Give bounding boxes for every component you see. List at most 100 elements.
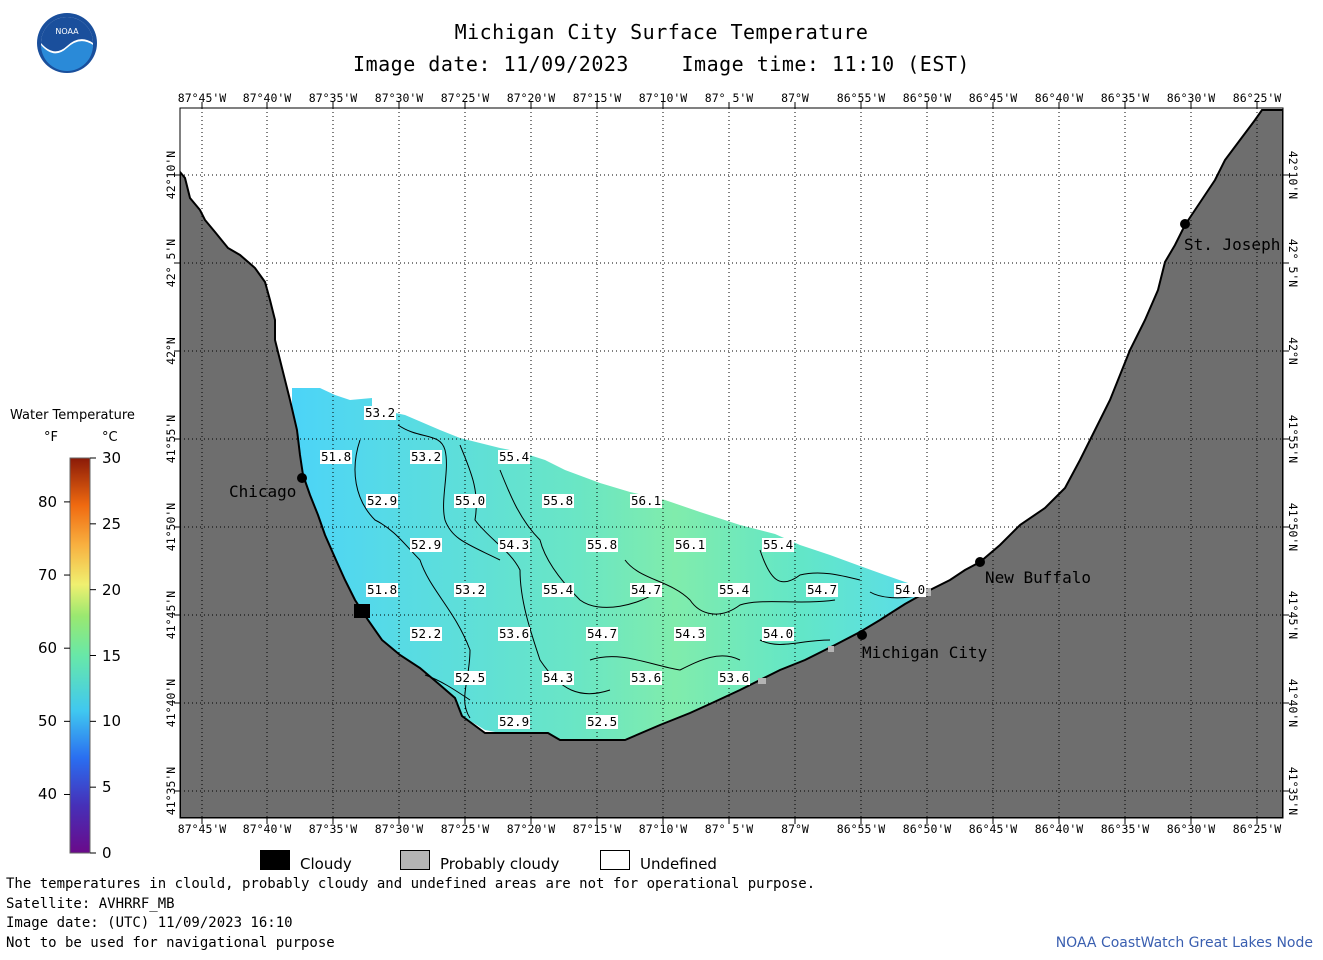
temperature-value-label: 53.6 xyxy=(630,670,663,685)
temperature-value-label: 55.8 xyxy=(586,537,619,552)
lon-label-top: 87°W xyxy=(781,91,809,105)
cloudy-swatch xyxy=(260,850,290,870)
temperature-value-label: 54.7 xyxy=(806,582,839,597)
legend-f-tick: 80 xyxy=(38,492,58,511)
temperature-value-label: 56.1 xyxy=(630,493,663,508)
temperature-value-label: 55.8 xyxy=(542,493,575,508)
map-border xyxy=(179,107,1284,819)
lon-label-bottom: 87°10'W xyxy=(638,822,688,836)
lon-label-bottom: 86°55'W xyxy=(836,822,886,836)
lon-label-top: 87°40'W xyxy=(242,91,292,105)
temperature-value-label: 56.1 xyxy=(674,537,707,552)
lon-label-top: 87°30'W xyxy=(374,91,424,105)
lat-label-left: 41°50'N xyxy=(164,502,178,552)
lon-label-top: 86°25'W xyxy=(1232,91,1282,105)
lat-label-right: 42° 5'N xyxy=(1286,238,1300,288)
axis-tick-marks xyxy=(174,102,1289,824)
lon-label-bottom: 87°W xyxy=(781,822,809,836)
lon-label-bottom: 86°30'W xyxy=(1166,822,1216,836)
legend-f-tick: 70 xyxy=(38,566,58,585)
temperature-value-label: 53.2 xyxy=(410,449,443,464)
lon-label-bottom: 86°35'W xyxy=(1100,822,1150,836)
temperature-value-label: 52.9 xyxy=(410,537,443,552)
temperature-value-label: 52.5 xyxy=(454,670,487,685)
lat-label-right: 41°45'N xyxy=(1286,590,1300,640)
satellite-text: Satellite: AVHRRF_MB xyxy=(6,896,175,912)
temperature-value-label: 55.4 xyxy=(762,537,795,552)
temperature-value-label: 54.0 xyxy=(894,582,927,597)
lat-label-left: 41°45'N xyxy=(164,590,178,640)
probably-cloudy-label: Probably cloudy xyxy=(440,855,560,873)
lon-label-top: 86°45'W xyxy=(968,91,1018,105)
temperature-value-label: 53.2 xyxy=(454,582,487,597)
temperature-value-label: 54.7 xyxy=(586,626,619,641)
lon-label-top: 87°10'W xyxy=(638,91,688,105)
temperature-value-label: 52.5 xyxy=(586,714,619,729)
temperature-value-label: 55.4 xyxy=(498,449,531,464)
lat-label-left: 41°55'N xyxy=(164,414,178,464)
legend-c-tick: 20 xyxy=(102,580,122,599)
legend-c-tick: 30 xyxy=(102,449,122,467)
legend-unit-c: °C xyxy=(102,430,118,445)
lat-label-right: 42°N xyxy=(1286,337,1300,365)
credit-text: NOAA CoastWatch Great Lakes Node xyxy=(1055,935,1313,951)
lon-label-top: 87°15'W xyxy=(572,91,622,105)
map-title: Michigan City Surface Temperature xyxy=(454,20,869,44)
lon-label-bottom: 86°25'W xyxy=(1232,822,1282,836)
noaa-logo-icon: NOAA xyxy=(37,13,97,73)
temperature-value-label: 51.8 xyxy=(366,582,399,597)
city-markers xyxy=(297,219,1190,640)
lon-label-top: 87°25'W xyxy=(440,91,490,105)
legend-c-tick: 10 xyxy=(102,712,122,731)
lon-label-bottom: 86°45'W xyxy=(968,822,1018,836)
disclaimer-text: The temperatures in clould, probably clo… xyxy=(6,876,816,892)
probably-cloudy-patch xyxy=(758,678,766,684)
lon-label-top: 86°50'W xyxy=(902,91,952,105)
lon-label-top: 86°40'W xyxy=(1034,91,1084,105)
legend-c-tick: 25 xyxy=(102,514,122,533)
land-west xyxy=(180,109,1283,818)
temperature-value-label: 54.7 xyxy=(630,582,663,597)
lat-label-right: 42°10'N xyxy=(1286,150,1300,200)
legend-c-tick: 0 xyxy=(102,844,112,862)
lat-label-left: 42°N xyxy=(164,337,178,365)
lat-label-right: 41°35'N xyxy=(1286,766,1300,816)
lon-label-bottom: 87°15'W xyxy=(572,822,622,836)
temperature-value-label: 53.2 xyxy=(364,405,397,420)
lon-label-bottom: 87°40'W xyxy=(242,822,292,836)
temperature-value-label: 52.9 xyxy=(366,493,399,508)
new-buffalo-marker xyxy=(975,557,985,567)
temperature-value-label: 54.3 xyxy=(674,626,707,641)
temperature-value-label: 51.8 xyxy=(320,449,353,464)
temperature-value-label: 55.4 xyxy=(542,582,575,597)
lat-label-left: 42°10'N xyxy=(164,150,178,200)
lon-label-top: 87°35'W xyxy=(308,91,358,105)
undefined-swatch xyxy=(600,850,630,870)
legend-f-tick: 40 xyxy=(38,785,58,804)
lon-label-bottom: 87°20'W xyxy=(506,822,556,836)
lon-label-bottom: 86°40'W xyxy=(1034,822,1084,836)
lon-label-top: 87°20'W xyxy=(506,91,556,105)
image-date: Image date: 11/09/2023 xyxy=(353,52,629,76)
lon-label-bottom: 86°50'W xyxy=(902,822,952,836)
lon-label-bottom: 87°35'W xyxy=(308,822,358,836)
temperature-value-label: 53.6 xyxy=(718,670,751,685)
temperature-value-label: 54.3 xyxy=(542,670,575,685)
lon-label-bottom: 87°25'W xyxy=(440,822,490,836)
navigation-note: Not to be used for navigational purpose xyxy=(6,935,335,951)
lat-label-right: 41°40'N xyxy=(1286,678,1300,728)
legend-f-tick: 50 xyxy=(38,712,58,731)
legend-c-tick: 5 xyxy=(102,778,112,797)
temperature-value-label: 54.3 xyxy=(498,537,531,552)
lat-label-left: 42° 5'N xyxy=(164,238,178,288)
lat-label-left: 41°40'N xyxy=(164,678,178,728)
lat-label-left: 41°35'N xyxy=(164,766,178,816)
lon-label-top: 86°55'W xyxy=(836,91,886,105)
lon-label-bottom: 87°45'W xyxy=(177,822,227,836)
logo-text: NOAA xyxy=(55,27,79,36)
water-temperature-area xyxy=(292,388,930,742)
city-label-michigan-city: Michigan City xyxy=(862,643,988,662)
st-joseph-marker xyxy=(1180,219,1190,229)
utc-date-text: Image date: (UTC) 11/09/2023 16:10 xyxy=(6,915,293,931)
lon-label-top: 86°35'W xyxy=(1100,91,1150,105)
